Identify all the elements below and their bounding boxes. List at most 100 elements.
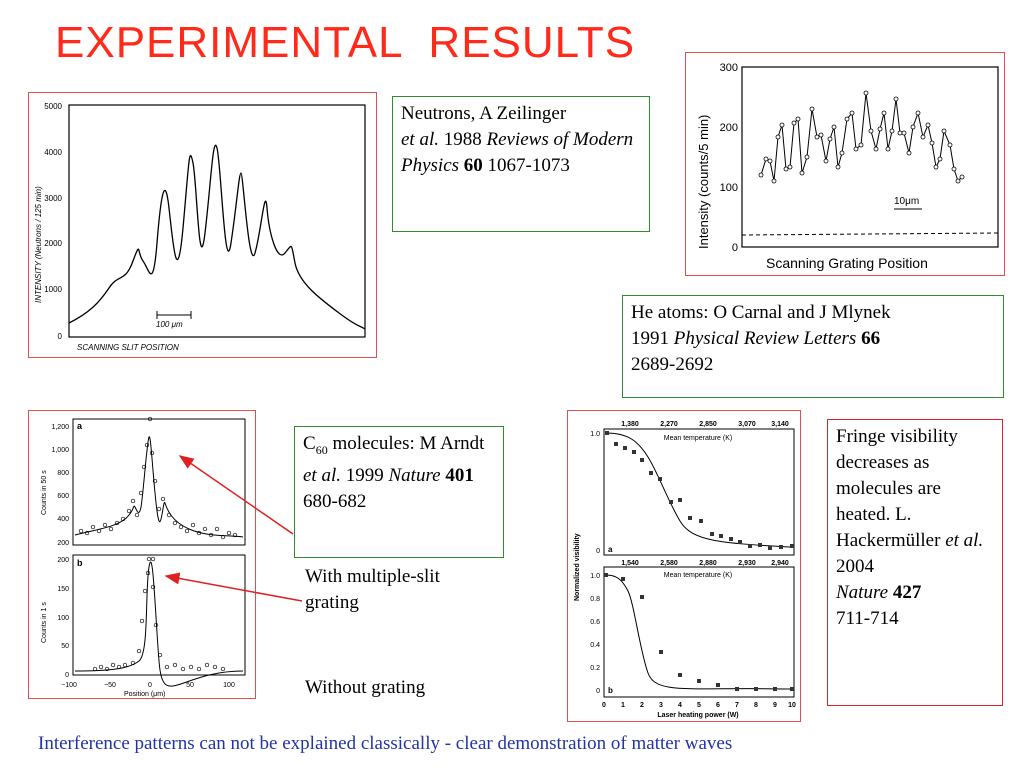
vis-xtick: 7 xyxy=(735,702,739,709)
c60-ref-authors: molecules: M Arndt xyxy=(332,433,485,454)
neutron-ytick: 2000 xyxy=(44,239,62,248)
neutron-ylabel: INTENSITY (Neutrons / 125 min) xyxy=(34,186,43,303)
c60-xtick: −50 xyxy=(104,682,116,689)
vis-ytick: 0 xyxy=(596,688,600,695)
vis-xtick: 10 xyxy=(788,702,796,709)
neutron-ytick: 3000 xyxy=(44,194,62,203)
neutron-ref-pages: 1067-1073 xyxy=(487,155,570,176)
without-grating-caption: Without grating xyxy=(305,677,426,698)
c60-ref-volume: 401 xyxy=(445,464,474,486)
c60-panel-a-label: a xyxy=(77,421,83,431)
vis-xtick: 8 xyxy=(754,702,758,709)
fringe-ref-year: 2004 xyxy=(836,556,874,577)
fringe-ref-volume: 427 xyxy=(892,582,922,603)
vis-ytick: 1.0 xyxy=(590,573,600,580)
he-ylabel: Intensity (counts/5 min) xyxy=(696,115,711,249)
he-ytick: 100 xyxy=(720,182,738,194)
neutron-ytick: 1000 xyxy=(44,285,62,294)
neutron-ref-authors: Neutrons, A Zeilinger xyxy=(401,103,567,124)
vis-top-axis-label: Mean temperature (K) xyxy=(664,435,732,442)
c60-ytick-a: 600 xyxy=(57,493,69,500)
c60-xtick: 100 xyxy=(223,682,235,689)
he-ref-year: 1991 xyxy=(631,328,669,349)
vis-xtick: 5 xyxy=(697,702,701,709)
c60-ytick-b: 0 xyxy=(65,672,69,679)
he-ytick: 200 xyxy=(720,122,738,134)
vis-xlabel: Laser heating power (W) xyxy=(657,712,738,719)
vis-xtick: 3 xyxy=(659,702,663,709)
neutron-ref-year: 1988 xyxy=(443,129,482,150)
vis-xtick: 9 xyxy=(773,702,777,709)
c60-ytick-a: 1,200 xyxy=(51,424,69,431)
fringe-ref-journal: Nature xyxy=(836,582,889,603)
vis-ytick: 0 xyxy=(596,548,600,555)
neutron-reference-box: Neutrons, A Zeilinger et al. 1988 Review… xyxy=(392,96,650,232)
neutron-ref-volume: 60 xyxy=(463,155,483,176)
neutron-xlabel: SCANNING SLIT POSITION xyxy=(77,343,179,352)
vis-ytick: 0.4 xyxy=(590,642,600,649)
vis-xtick: 4 xyxy=(678,702,682,709)
c60-ytick-b: 50 xyxy=(61,643,69,650)
c60-interference-plot: a b 1,200 1,000 800 600 400 200 200 150 … xyxy=(28,410,256,699)
c60-ref-etal: et al. xyxy=(303,464,341,486)
vis-xtick: 2 xyxy=(640,702,644,709)
helium-interference-plot: 300 200 100 0 Intensity (counts/5 min) S… xyxy=(685,52,1005,276)
c60-ytick-a: 1,000 xyxy=(51,447,69,454)
neutron-interference-plot: 5000 4000 3000 2000 1000 0 INTENSITY (Ne… xyxy=(28,92,377,358)
vis-top-tick: 2,850 xyxy=(699,421,717,428)
vis-top-tick: 2,270 xyxy=(660,421,678,428)
footer-conclusion: Interference patterns can not be explain… xyxy=(38,733,733,754)
neutron-ytick: 4000 xyxy=(44,148,62,157)
c60-ytick-b: 150 xyxy=(57,586,69,593)
vis-mid-tick: 2,580 xyxy=(660,560,678,567)
c60-ylabel-b: Counts in 1 s xyxy=(41,602,48,643)
neutron-ytick: 0 xyxy=(58,332,63,341)
neutron-scale-label: 100 μm xyxy=(156,320,183,329)
vis-ylabel: Normalized visibility xyxy=(574,533,581,601)
vis-xtick: 0 xyxy=(602,702,606,709)
c60-ytick-a: 200 xyxy=(57,540,69,547)
vis-mid-tick: 1,540 xyxy=(621,560,639,567)
c60-ref-journal: Nature xyxy=(388,464,441,486)
he-ytick: 300 xyxy=(720,62,738,74)
c60-reference-box: C60 molecules: M Arndt et al. 1999 Natur… xyxy=(294,426,504,558)
c60-ref-year: 1999 xyxy=(345,464,384,486)
he-xlabel: Scanning Grating Position xyxy=(766,255,928,271)
neutron-ref-etal: et al. xyxy=(401,129,439,150)
vis-ytick: 0.6 xyxy=(590,619,600,626)
visibility-vs-temperature-plot: 1,380 2,270 2,850 3,070 3,140 Mean tempe… xyxy=(567,410,801,722)
vis-panel-b-label: b xyxy=(608,686,613,695)
c60-xlabel: Position (μm) xyxy=(124,691,165,698)
fringe-visibility-reference-box: Fringe visibility decreases as molecules… xyxy=(827,419,1003,706)
c60-ytick-a: 800 xyxy=(57,470,69,477)
neutron-ref-journal: Reviews of Modern Physics xyxy=(401,129,634,176)
c60-ref-pages: 680-682 xyxy=(303,490,367,512)
c60-xtick: 0 xyxy=(148,682,152,689)
c60-xtick: 50 xyxy=(186,682,194,689)
c60-xtick: −100 xyxy=(61,682,77,689)
vis-top-tick: 3,140 xyxy=(771,421,789,428)
slide-title: EXPERIMENTAL RESULTS xyxy=(55,18,636,67)
vis-mid-tick: 2,930 xyxy=(738,560,756,567)
vis-panel-a-label: a xyxy=(608,545,613,554)
he-ref-volume: 66 xyxy=(861,328,881,349)
vis-xtick: 1 xyxy=(621,702,625,709)
c60-ytick-b: 100 xyxy=(57,615,69,622)
he-ref-authors: He atoms: O Carnal and J Mlynek xyxy=(631,302,891,323)
neutron-ytick: 5000 xyxy=(44,102,62,111)
c60-ytick-b: 200 xyxy=(57,557,69,564)
he-scale-label: 10μm xyxy=(894,196,919,207)
vis-ytick: 0.8 xyxy=(590,596,600,603)
he-ref-pages: 2689-2692 xyxy=(631,354,714,375)
he-ytick: 0 xyxy=(732,242,738,254)
vis-xtick: 6 xyxy=(716,702,720,709)
c60-ytick-a: 400 xyxy=(57,516,69,523)
c60-ref-molecule: C60 xyxy=(303,433,328,457)
with-grating-caption: With multiple-slit grating xyxy=(305,566,440,613)
vis-mid-tick: 2,940 xyxy=(771,560,789,567)
vis-mid-tick: 2,880 xyxy=(699,560,717,567)
c60-panel-b-label: b xyxy=(77,558,83,568)
vis-ytick: 0.2 xyxy=(590,665,600,672)
vis-ytick: 1.0 xyxy=(590,431,600,438)
fringe-ref-text: Fringe visibility decreases as molecules… xyxy=(836,426,958,551)
